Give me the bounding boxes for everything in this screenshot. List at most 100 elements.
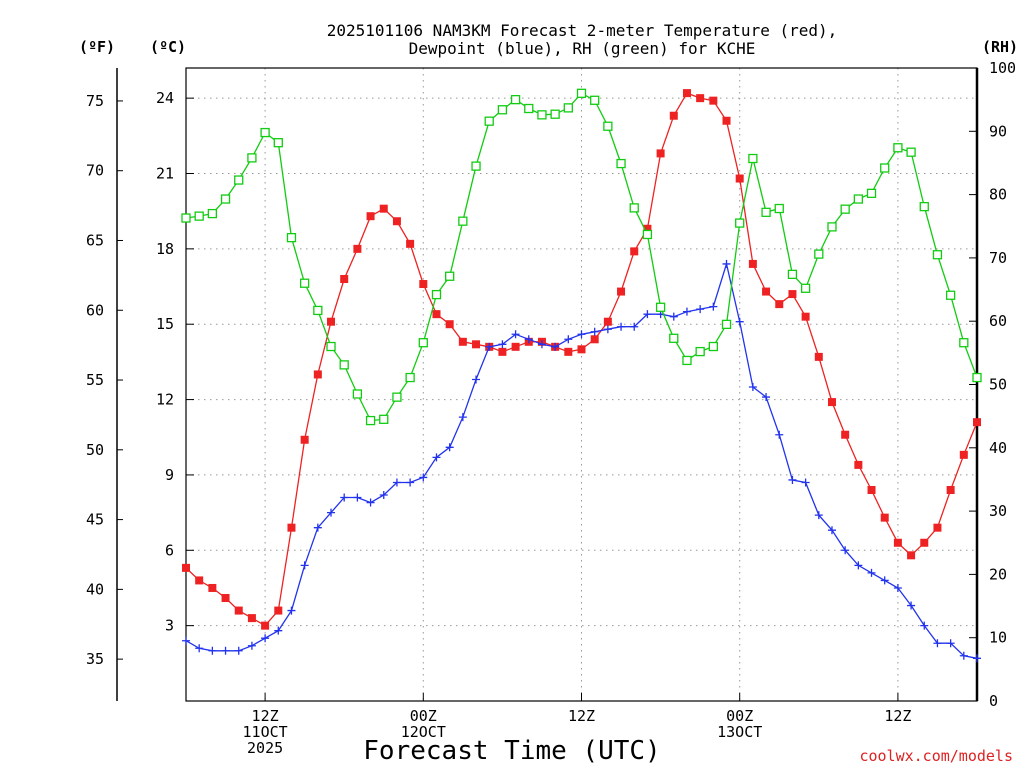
dewpoint-point-19 [432,453,441,462]
2-meter-temperature-point-36 [656,149,665,158]
2-meter-temperature-point-43 [748,259,757,268]
2-meter-temperature-point-42 [735,174,744,183]
dewpoint-point-12 [340,493,349,502]
rh-point-34 [629,203,639,213]
rh-point-33 [616,158,626,169]
2-meter-temperature-point-10 [313,370,322,379]
rh-point-11 [326,341,336,352]
2-meter-temperature-point-60 [973,418,981,427]
dewpoint-point-53 [880,576,889,585]
2-meter-temperature-point-3 [221,594,230,603]
rh-point-46 [787,269,798,280]
x-tick-label-18-line-2: 12OCT [401,723,446,741]
2-meter-temperature-point-9 [300,435,309,444]
fahrenheit-tick-label-45: 45 [86,511,104,529]
2-meter-temperature-point-41 [722,116,731,125]
dewpoint-point-20 [445,443,454,452]
dewpoint-point-17 [406,478,415,487]
2-meter-temperature-point-50 [841,430,850,439]
dewpoint-point-40 [709,302,718,311]
rh-point-42 [735,218,745,228]
x-tick-label-6-line-2: 11OCT [243,723,288,741]
labels: 2025101106 NAM3KM Forecast 2-meter Tempe… [79,21,1018,766]
rh-point-60 [972,372,982,383]
2-meter-temperature-point-11 [327,317,336,326]
dewpoint-point-37 [669,312,678,321]
rh-point-43 [748,153,758,164]
fahrenheit-tick-label-70: 70 [86,162,104,180]
dewpoint-point-57 [933,639,942,648]
rh-point-23 [484,116,494,126]
rh-point-31 [590,95,600,105]
celsius-tick-label-6: 6 [165,541,174,559]
dewpoint-point-55 [907,601,916,610]
rh-point-32 [603,121,613,131]
rh-point-24 [497,105,508,115]
chart-title-line-2: Dewpoint (blue), RH (green) for KCHE [409,39,756,58]
2-meter-temperature-point-14 [366,212,375,221]
rh-point-47 [800,283,811,293]
rh-point-27 [537,110,547,120]
2-meter-temperature-point-12 [340,275,349,283]
x-axis-title: Forecast Time (UTC) [363,736,660,766]
2-meter-temperature-point-56 [920,538,929,547]
dewpoint-point-31 [590,327,599,336]
rh-point-12 [339,360,349,370]
2-meter-temperature-point-54 [893,538,902,547]
fahrenheit-tick-label-50: 50 [86,441,104,459]
dewpoint-point-14 [366,498,375,507]
fahrenheit-tick-label-60: 60 [86,301,104,319]
rh-point-26 [524,103,534,114]
rh-point-6 [260,127,270,138]
dewpoint-point-45 [775,430,784,439]
2-meter-temperature-point-1 [195,576,204,585]
dewpoint-point-38 [682,307,691,316]
rh-point-16 [392,392,402,402]
celsius-tick-label-12: 12 [156,391,174,409]
rh-point-49 [827,222,837,232]
celsius-tick-label-3: 3 [165,617,174,635]
rh-point-18 [418,338,428,348]
x-tick-label-42-line-2: 13OCT [717,723,762,741]
rh-tick-label-100: 100 [989,59,1016,77]
dewpoint-point-42 [735,317,744,326]
rh-point-56 [919,201,929,212]
celsius-tick-label-15: 15 [156,315,174,333]
rh-tick-label-30: 30 [989,502,1007,520]
dewpoint-point-43 [748,383,757,392]
rh-axis-label: (RH) [982,38,1018,56]
dewpoint-point-16 [392,478,401,487]
credit-text: coolwx.com/models [859,747,1013,765]
rh-point-20 [445,271,455,281]
dewpoint-point-33 [617,322,626,331]
rh-tick-label-40: 40 [989,439,1007,457]
rh-point-50 [840,204,850,214]
rh-point-19 [431,289,442,300]
dewpoint-point-18 [419,473,428,482]
dewpoint-point-58 [946,639,955,648]
rh-point-48 [814,249,824,259]
dewpoint-point-9 [300,561,309,570]
2-meter-temperature-point-18 [419,280,428,289]
2-meter-temperature-point-0 [182,563,190,572]
rh-point-28 [550,109,560,119]
dewpoint-point-6 [261,634,270,643]
2-meter-temperature-point-37 [669,111,678,120]
rh-point-25 [510,95,521,105]
2-meter-temperature-point-21 [458,337,467,346]
rh-point-15 [379,414,389,424]
2-meter-temperature-point-33 [617,287,626,296]
celsius-tick-label-24: 24 [156,89,174,107]
rh-line [185,92,978,422]
dewpoint-point-26 [524,335,533,344]
2-meter-temperature-point-17 [406,239,415,248]
2-meter-temperature-point-38 [682,89,691,98]
2-meter-temperature-point-16 [392,217,401,226]
2-meter-temperature-point-44 [762,287,771,296]
dewpoint-point-30 [577,330,586,339]
2-meter-temperature-point-53 [880,513,889,522]
rh-point-3 [220,194,231,204]
axes [116,67,979,702]
dewpoint-point-7 [274,626,283,635]
